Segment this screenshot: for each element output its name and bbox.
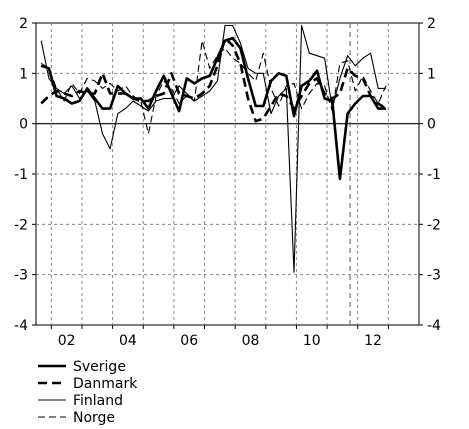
y-tick-label-right: -4 (427, 318, 441, 334)
y-tick-label-right: -2 (427, 217, 441, 233)
series-line-danmark (40, 36, 387, 123)
series-line-norge (40, 40, 387, 135)
series-line-sverige (40, 36, 386, 181)
legend-label-danmark: Danmark (73, 376, 138, 392)
y-tick-label-right: 1 (427, 66, 436, 82)
series-line-finland (40, 24, 386, 273)
x-tick-label: 08 (242, 333, 260, 349)
x-tick-label: 02 (58, 333, 76, 349)
legend-label-sverige: Sverige (73, 359, 126, 375)
plot-area: 2 21 10 0-1 -1-2 -2-3 -3-4 -402 04 06 08 10 12 (14, 16, 441, 349)
x-tick-label: 06 (180, 333, 198, 349)
y-tick-label-left: -4 (14, 318, 28, 334)
y-tick-label-right: -1 (427, 167, 441, 183)
legend-label-norge: Norge (73, 410, 115, 426)
grid (36, 23, 419, 325)
y-tick-label-left: 1 (19, 66, 28, 82)
y-tick-label-right: 0 (427, 117, 436, 133)
x-tick-label: 04 (119, 333, 137, 349)
axes: 2 21 10 0-1 -1-2 -2-3 -3-4 -402 04 06 08 10 12 (14, 16, 441, 349)
y-tick-label-right: -3 (427, 268, 441, 284)
x-tick-label: 12 (364, 333, 382, 349)
legend-label-finland: Finland (73, 393, 123, 409)
x-tick-label: 10 (303, 333, 321, 349)
y-tick-label-left: -1 (14, 167, 28, 183)
series-lines (40, 24, 387, 273)
y-tick-label-left: 2 (19, 16, 28, 32)
y-tick-label-right: 2 (427, 16, 436, 32)
y-tick-label-left: 0 (19, 117, 28, 133)
y-tick-label-left: -2 (14, 217, 28, 233)
y-tick-label-left: -3 (14, 268, 28, 284)
